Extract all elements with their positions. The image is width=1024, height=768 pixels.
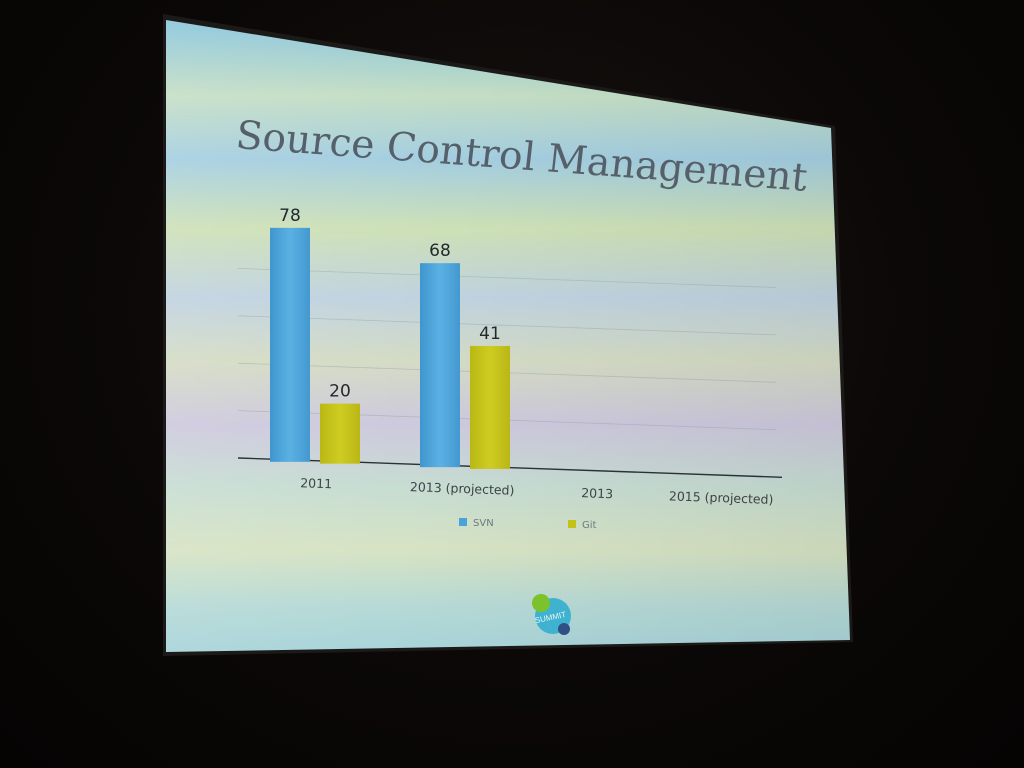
data-label-svn-0: 78 bbox=[279, 206, 301, 226]
data-label-svn-1: 68 bbox=[429, 241, 451, 261]
chart-legend: SVN Git bbox=[459, 518, 597, 531]
summit-logo: SUMMIT bbox=[532, 594, 571, 635]
legend-label-svn: SVN bbox=[473, 518, 494, 529]
bar-svn-0 bbox=[270, 227, 310, 462]
gridline bbox=[237, 315, 777, 336]
category-label-0: 2011 bbox=[300, 475, 332, 491]
legend-label-git: Git bbox=[582, 520, 597, 531]
chart-data-labels: 78 68 20 41 bbox=[279, 206, 501, 402]
bar-svn-1 bbox=[420, 263, 460, 468]
data-label-git-0: 20 bbox=[329, 382, 351, 402]
category-label-1: 2013 (projected) bbox=[410, 479, 515, 498]
chart-bars bbox=[270, 227, 510, 469]
gridline bbox=[237, 268, 777, 288]
logo-green-circle bbox=[532, 594, 550, 612]
logo-navy-circle bbox=[558, 623, 570, 635]
bar-git-0 bbox=[320, 403, 360, 464]
chart-category-labels: 2011 2013 (projected) 2013 2015 (projected) bbox=[300, 475, 774, 507]
category-label-3: 2015 (projected) bbox=[669, 488, 774, 507]
data-label-git-1: 41 bbox=[479, 324, 501, 344]
category-label-2: 2013 bbox=[581, 485, 613, 501]
legend-swatch-git bbox=[568, 520, 576, 528]
slide-title: Source Control Management bbox=[234, 113, 810, 201]
bar-git-1 bbox=[470, 345, 510, 469]
legend-swatch-svn bbox=[459, 518, 467, 526]
